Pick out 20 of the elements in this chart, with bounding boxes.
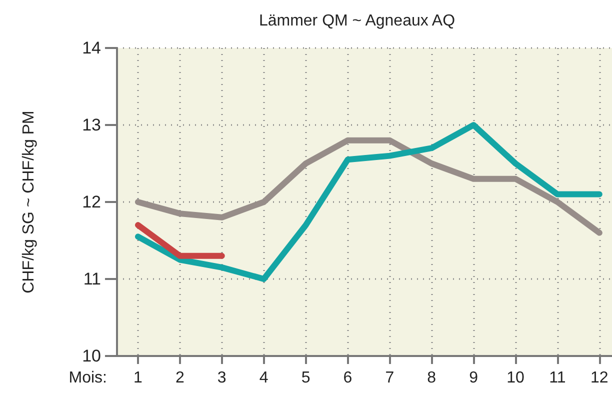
x-tick-label: 10 — [506, 370, 525, 386]
y-tick-label: 12 — [82, 192, 101, 212]
y-tick-label: 10 — [82, 346, 101, 366]
x-tick-label: 11 — [549, 370, 566, 386]
x-tick-label: 5 — [301, 370, 310, 386]
chart-title: Lämmer QM ~ Agneaux AQ — [258, 12, 456, 30]
x-tick-label: 4 — [259, 370, 268, 386]
x-tick-label: 3 — [217, 370, 226, 386]
x-tick-label: 7 — [385, 370, 394, 386]
x-tick-label: 12 — [590, 370, 608, 386]
y-tick-label: 14 — [82, 38, 101, 58]
y-tick-label: 11 — [83, 270, 101, 288]
x-tick-label: 1 — [134, 370, 143, 386]
x-tick-label: 2 — [175, 370, 184, 386]
y-tick-label: 13 — [82, 116, 101, 134]
x-tick-label: 8 — [427, 370, 436, 386]
y-axis-title: CHF/kg SG ~ CHF/kg PM — [20, 110, 38, 294]
x-tick-label: 9 — [469, 370, 478, 386]
x-tick-label: 6 — [343, 370, 352, 386]
x-axis-title: Mois: — [68, 370, 107, 386]
